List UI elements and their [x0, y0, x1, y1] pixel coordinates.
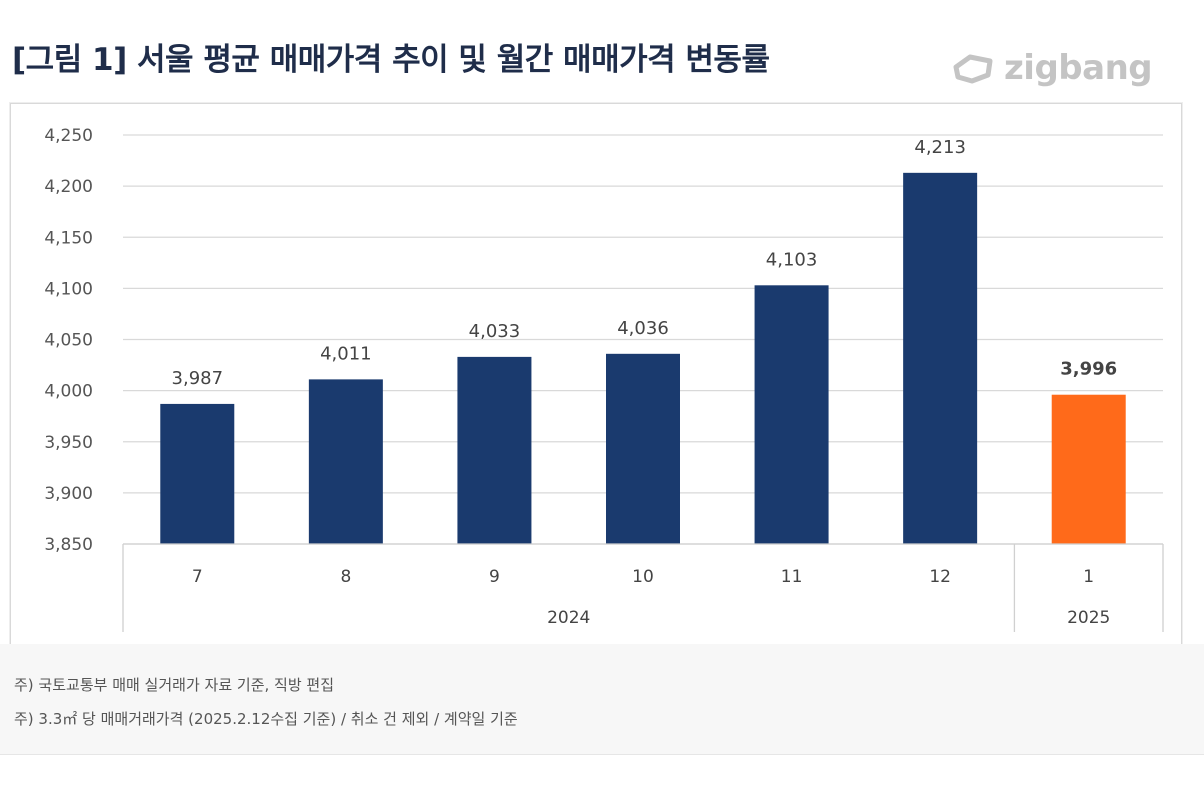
bar — [754, 285, 829, 544]
data-label: 3,996 — [1060, 359, 1117, 380]
x-tick-label: 7 — [192, 567, 203, 587]
bar — [606, 353, 680, 544]
data-label: 3,987 — [172, 368, 224, 389]
footnote-criteria: 주) 3.3㎡ 당 매매거래가격 (2025.2.12수집 기준) / 취소 건… — [14, 710, 518, 728]
y-tick-label: 4,050 — [44, 331, 93, 351]
x-tick-label: 8 — [340, 567, 351, 587]
zigbang-logo-text: zigbang — [1004, 48, 1153, 88]
x-tick-label: 10 — [632, 567, 654, 587]
data-label: 4,103 — [766, 249, 818, 270]
x-tick-label: 1 — [1083, 567, 1094, 587]
y-tick-label: 3,850 — [44, 535, 93, 555]
data-label: 4,011 — [320, 343, 372, 364]
bar — [160, 403, 235, 544]
data-label: 4,033 — [469, 321, 521, 342]
bar — [903, 172, 978, 544]
data-label: 4,036 — [617, 318, 669, 339]
y-tick-label: 4,100 — [44, 279, 93, 299]
year-group-label: 2025 — [1067, 608, 1110, 628]
footnotes: 주) 국토교통부 매매 실거래가 자료 기준, 직방 편집 주) 3.3㎡ 당 … — [14, 668, 518, 736]
page-title: [그림 1] 서울 평균 매매가격 추이 및 월간 매매가격 변동률 — [12, 42, 770, 78]
x-tick-label: 9 — [489, 567, 500, 587]
bar — [308, 379, 383, 544]
footnote-source: 주) 국토교통부 매매 실거래가 자료 기준, 직방 편집 — [14, 676, 334, 694]
notes-background — [0, 644, 1204, 754]
y-tick-label: 4,000 — [44, 382, 93, 402]
chart-container: 3,850 3,900 3,950 4,000 4,050 4,100 4,150 4,200… — [10, 103, 1182, 645]
zigbang-logo: zigbang — [950, 48, 1153, 88]
zigbang-logo-icon — [953, 54, 993, 84]
y-tick-label: 3,900 — [44, 484, 93, 504]
bar — [457, 356, 532, 544]
y-tick-label: 4,200 — [44, 177, 93, 197]
bar-chart: 3,850 3,900 3,950 4,000 4,050 4,100 4,150 4,200… — [44, 126, 1164, 632]
bar — [1051, 394, 1126, 544]
x-tick-label: 11 — [781, 567, 803, 587]
y-tick-label: 4,150 — [44, 228, 93, 248]
x-tick-label: 12 — [929, 567, 951, 587]
year-group-label: 2024 — [547, 608, 590, 628]
y-tick-label: 4,250 — [44, 126, 93, 146]
y-tick-label: 3,950 — [44, 433, 93, 453]
bottom-divider — [0, 754, 1204, 755]
data-label: 4,213 — [914, 137, 966, 158]
